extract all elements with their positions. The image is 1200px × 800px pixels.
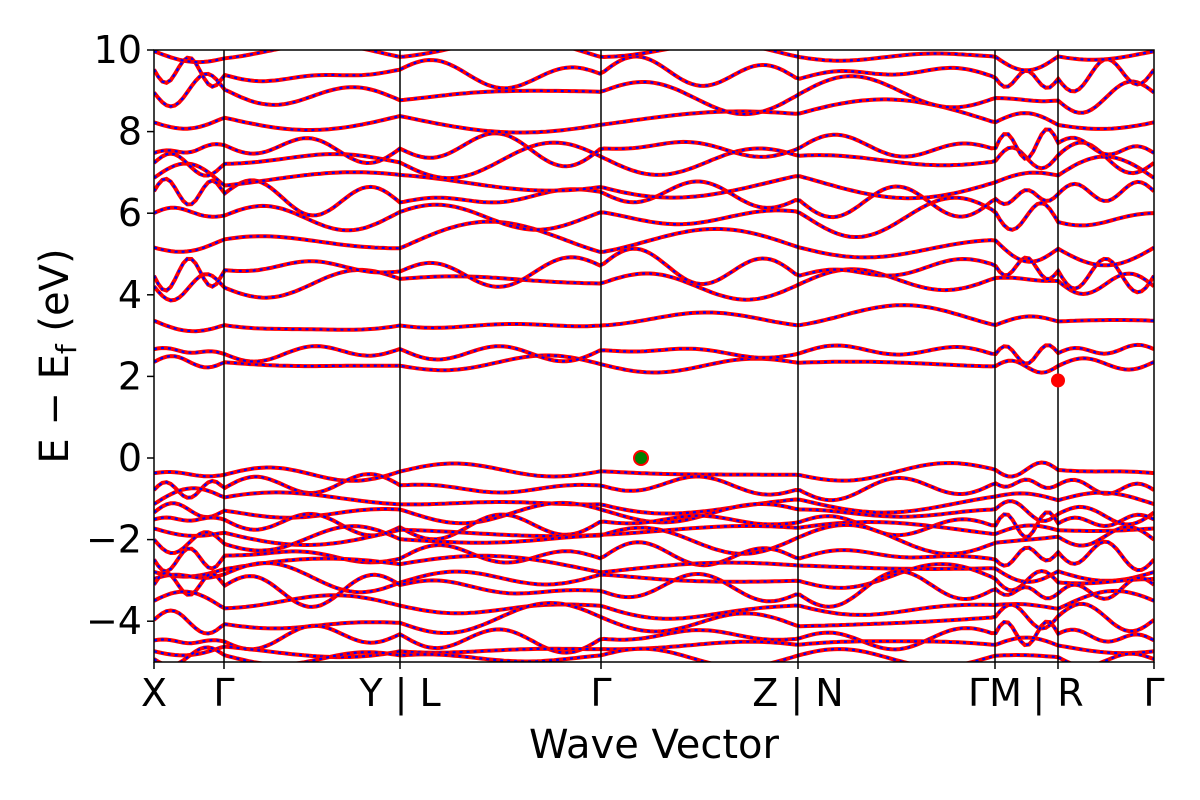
kpath-divider-lines [223,50,1059,662]
band-line-overlay [154,636,1154,659]
band-line [154,50,1154,73]
x-tick-label: X [141,671,167,715]
x-axis-title: Wave Vector [529,722,780,768]
band-line [154,154,1154,201]
band-line [154,486,1154,516]
band-line-overlay [154,196,1154,239]
x-tick-label: | R [1032,671,1083,716]
band-line-overlay [154,601,1154,635]
y-tick-label: 0 [118,436,142,480]
cbm-marker [1051,373,1065,388]
y-tick-label: −2 [86,518,142,562]
band-line-overlay [154,268,1154,302]
x-tick-label: Γ [590,671,611,715]
y-tick-label: 8 [118,110,142,154]
y-axis-title-main: E − E [32,354,78,464]
band-line [154,588,1154,621]
band-line-overlay [154,561,1154,594]
band-line-overlay [154,620,1154,654]
band-line-overlay [154,343,1154,365]
extrema-markers [633,373,1065,466]
x-tick-label: Γ [213,671,234,715]
y-axis-ticks: 10 8 6 4 2 0 −2 −4 [86,28,154,643]
band-line-overlay [154,72,1154,116]
y-tick-label: 6 [118,191,142,235]
band-line-overlay [154,303,1154,333]
band-line-overlay [154,354,1154,374]
x-tick-label: Γ [1143,671,1164,715]
bands-layer [154,50,1154,662]
band-line-overlay [154,540,1154,573]
band-line-overlay [154,98,1154,134]
band-line [154,127,1154,169]
plot-frame [153,49,1155,663]
y-tick-label: 10 [94,28,142,72]
band-line [154,219,1154,268]
band-line [154,71,1154,117]
y-axis-title-sub: f [50,343,83,354]
band-line-overlay [154,570,1154,609]
band-line-overlay [154,461,1154,482]
band-line-overlay [154,220,1154,267]
band-line-overlay [154,472,1154,502]
band-line [154,303,1154,334]
band-line [154,97,1154,135]
band-line [154,353,1154,375]
band-line [154,54,1154,94]
band-line-overlay [154,50,1154,72]
band-line-overlay [154,128,1154,168]
vbm-marker [633,450,649,466]
x-tick-label: Z | N [752,671,843,716]
y-tick-label: 2 [118,354,142,398]
band-line [154,246,1154,295]
band-line-overlay [154,511,1154,541]
band-line [154,522,1154,556]
y-axis-title: E − Ef (eV) [32,248,83,463]
y-axis-title-unit: (eV) [32,248,78,344]
band-line [154,140,1154,181]
x-tick-label: ΓM [968,671,1022,715]
x-axis-ticks: X Γ Y | L Γ Z | N ΓM | R Γ [141,662,1165,716]
band-line-overlay [154,554,1154,584]
band-line [154,460,1154,483]
y-tick-label: −4 [86,599,142,643]
y-tick-label: 4 [118,273,142,317]
band-line-overlay [154,646,1154,662]
x-tick-label: Y | L [358,671,440,716]
band-line-overlay [154,141,1154,180]
band-line-overlay [154,520,1154,547]
band-line-overlay [154,155,1154,200]
